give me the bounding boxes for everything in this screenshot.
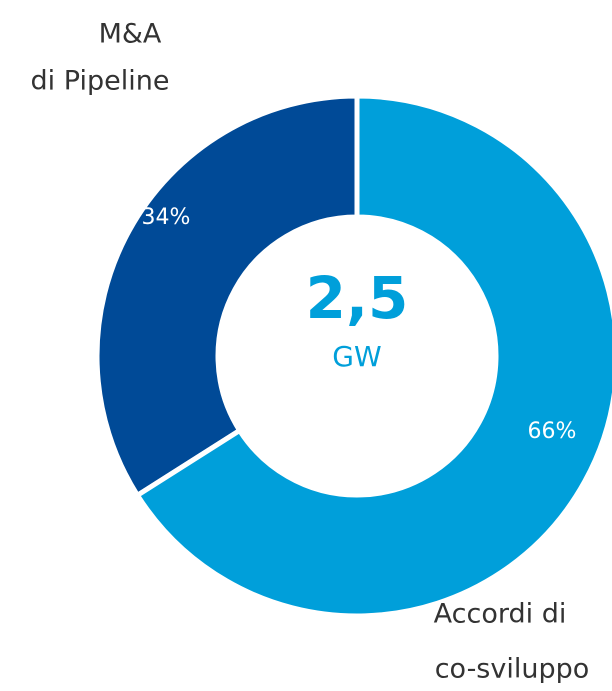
value-label: 34% xyxy=(142,205,191,230)
donut-slice xyxy=(94,93,360,499)
center-value: 2,5 xyxy=(306,264,409,332)
category-label: M&A xyxy=(99,19,162,50)
category-label: co-sviluppo xyxy=(435,654,590,685)
value-label: 66% xyxy=(528,419,577,444)
donut-slice xyxy=(134,93,612,619)
center-unit: GW xyxy=(332,340,381,373)
category-label: di Pipeline xyxy=(31,66,170,97)
category-label: Accordi di xyxy=(434,599,567,630)
